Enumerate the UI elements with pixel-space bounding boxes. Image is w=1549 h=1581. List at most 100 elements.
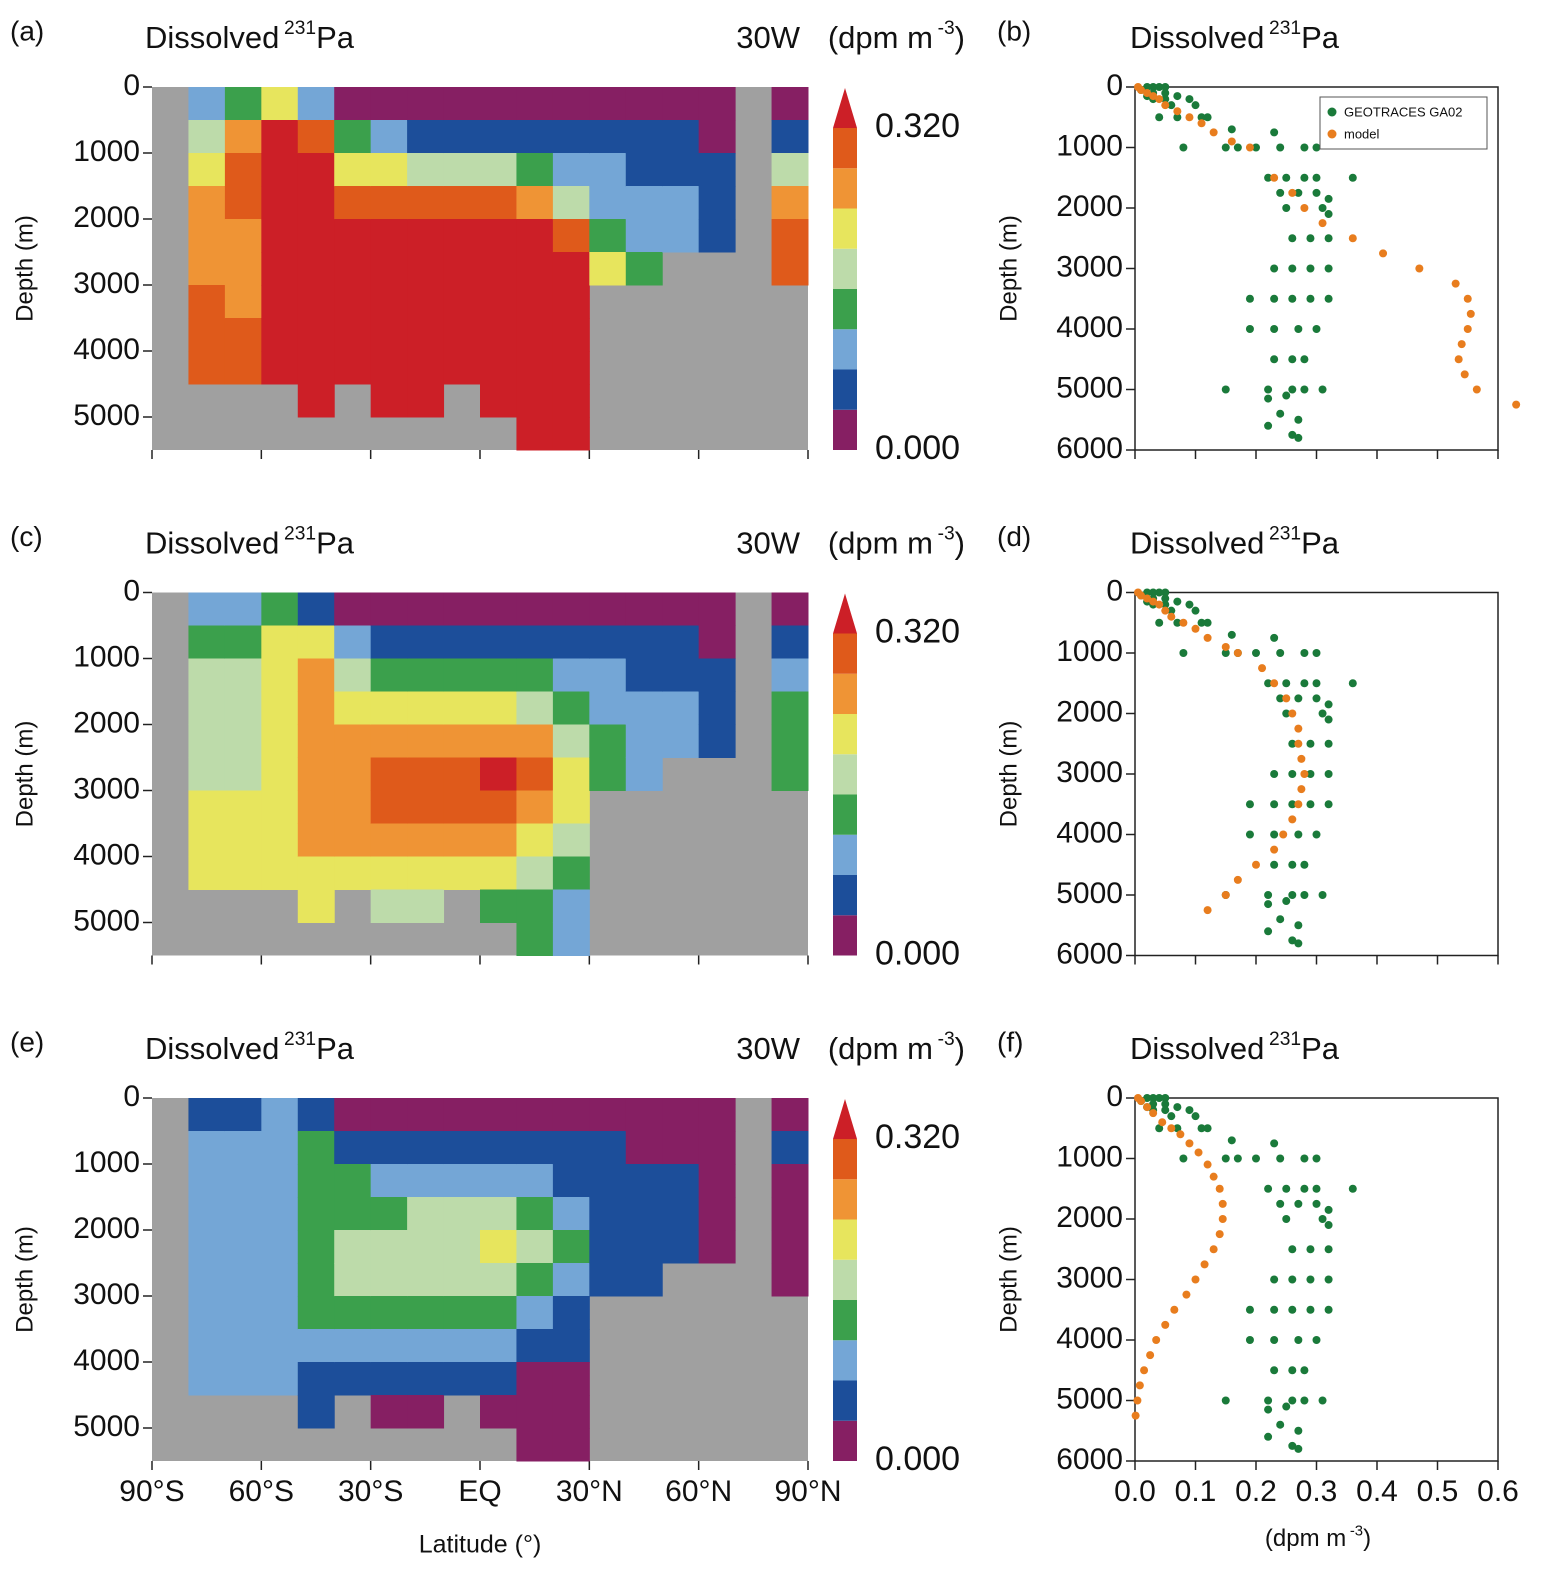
- section-cell: [370, 351, 408, 385]
- data-point: [1288, 936, 1297, 945]
- data-point: [1264, 1405, 1273, 1414]
- section-cell: [589, 658, 627, 692]
- section-cell: [698, 1164, 736, 1198]
- section-cell: [297, 318, 335, 352]
- data-point: [1282, 173, 1291, 182]
- section-cell: [589, 592, 627, 626]
- data-point: [1149, 1100, 1158, 1109]
- data-point: [1149, 1109, 1158, 1118]
- section-cell: [297, 724, 335, 758]
- y-tick-label: 5000: [73, 1410, 140, 1443]
- data-point: [1133, 1396, 1142, 1405]
- section-cell: [443, 318, 481, 352]
- section-cell: [589, 186, 627, 220]
- y-tick-label: 2000: [73, 201, 140, 234]
- section-cell: [370, 384, 408, 418]
- data-point: [1143, 1094, 1152, 1102]
- section-cell: [334, 1098, 372, 1132]
- section-cell: [443, 856, 481, 890]
- data-point: [1233, 875, 1242, 884]
- data-point: [1288, 355, 1297, 364]
- data-point: [1167, 1112, 1176, 1121]
- y-tick-label: 2000: [1056, 1201, 1123, 1234]
- data-point: [1131, 1411, 1140, 1420]
- section-cell: [480, 186, 517, 220]
- section-cell: [662, 1098, 700, 1132]
- section-cell: [662, 1164, 700, 1198]
- y-axis-label: Depth (m): [11, 721, 38, 828]
- section-cell: [407, 1197, 445, 1231]
- section-cell: [480, 318, 517, 352]
- data-point: [1288, 294, 1297, 303]
- data-point: [1173, 107, 1182, 116]
- y-tick-label: 5000: [73, 904, 140, 937]
- section-cell: [297, 1329, 335, 1363]
- data-point: [1276, 409, 1285, 418]
- data-point: [1294, 939, 1303, 948]
- data-point: [1312, 325, 1321, 333]
- panel-title: Dissolved 231Pa: [1130, 1029, 1340, 1066]
- x-tick-label: 0.1: [1175, 1475, 1217, 1508]
- colorbar-extend: [833, 593, 857, 634]
- data-point: [1312, 694, 1321, 703]
- y-tick-label: 6000: [1056, 432, 1123, 465]
- colorbar-bin: [833, 794, 857, 835]
- legend-box: [1319, 96, 1488, 150]
- section-cell: [370, 1164, 408, 1198]
- section-cell: [297, 1197, 335, 1231]
- section-cell: [480, 889, 517, 923]
- data-point: [1182, 1290, 1191, 1299]
- units-label-sup: -3: [938, 524, 955, 545]
- x-tick-label: 0.0: [1114, 1475, 1156, 1508]
- section-cell: [224, 790, 262, 824]
- section-cell: [224, 285, 262, 319]
- section-cell: [370, 1098, 408, 1132]
- units-label: (dpm m -3): [828, 18, 965, 55]
- colorbar-label: 0.000: [875, 1440, 960, 1478]
- data-point: [1294, 800, 1303, 809]
- section-cell: [188, 823, 226, 857]
- data-point: [1282, 391, 1291, 400]
- section-cell: [698, 1230, 736, 1264]
- section-cell: [625, 1098, 663, 1132]
- colorbar-label: 0.000: [875, 429, 960, 467]
- section-cell: [188, 120, 226, 154]
- data-point: [1161, 600, 1170, 609]
- data-point: [1282, 709, 1291, 718]
- data-point: [1270, 325, 1279, 333]
- section-cell: [334, 120, 372, 154]
- section-cell: [334, 219, 372, 253]
- data-point: [1197, 618, 1206, 627]
- data-point: [1288, 891, 1297, 899]
- x-tick-label: 0.4: [1356, 1475, 1398, 1508]
- data-point: [1415, 264, 1424, 273]
- data-point: [1264, 900, 1273, 909]
- plot-frame: [1134, 86, 1499, 451]
- section-cell: [698, 1197, 736, 1231]
- section-cell: [334, 1164, 372, 1198]
- section-cell: [407, 351, 445, 385]
- section-cell: [552, 790, 590, 824]
- data-point: [1282, 1215, 1291, 1223]
- panel-title-sup: 231: [1269, 1029, 1301, 1050]
- data-point: [1176, 1130, 1185, 1139]
- data-point: [1252, 860, 1260, 869]
- y-tick-label: 3000: [1056, 756, 1123, 789]
- section-cell: [297, 823, 335, 857]
- section-cell: [625, 1164, 663, 1198]
- section-cell: [552, 592, 590, 626]
- data-point: [1185, 1106, 1194, 1115]
- data-point: [1137, 86, 1146, 95]
- section-cell: [261, 1263, 299, 1297]
- section-cell: [516, 856, 554, 890]
- data-point: [1288, 234, 1297, 243]
- section-cell: [552, 922, 590, 956]
- x-axis-label: Latitude (°): [419, 1531, 542, 1559]
- section-cell: [297, 285, 335, 319]
- panel-label: (e): [10, 1026, 44, 1057]
- section-cell: [552, 889, 590, 923]
- data-point: [1306, 234, 1315, 243]
- data-point: [1258, 664, 1267, 673]
- section-cell: [698, 658, 736, 692]
- data-point: [1306, 294, 1315, 303]
